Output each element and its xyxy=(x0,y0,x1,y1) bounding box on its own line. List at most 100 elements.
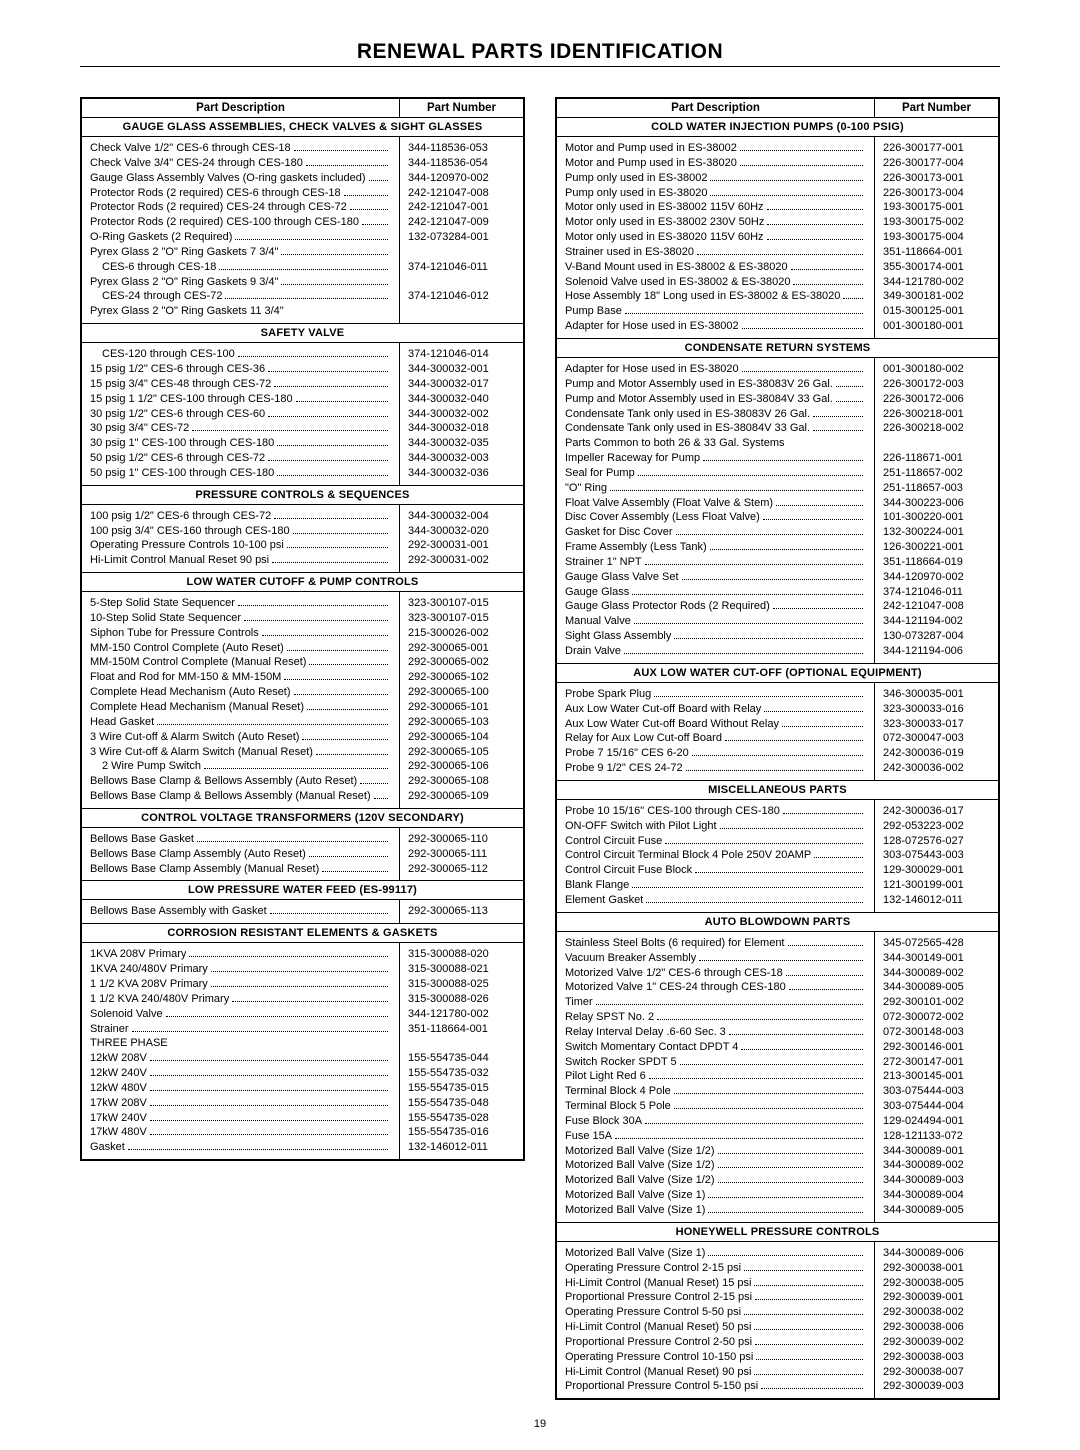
part-desc: Relay SPST No. 2 xyxy=(565,1010,654,1025)
section-title: Miscellaneous Parts xyxy=(556,780,999,799)
leader-dots xyxy=(238,597,388,606)
part-desc: ON-OFF Switch with Pilot Light xyxy=(565,819,717,834)
part-desc: Adapter for Hose used in ES-38020 xyxy=(565,362,739,377)
part-row: Disc Cover Assembly (Less Float Valve) xyxy=(565,510,866,525)
leader-dots xyxy=(665,835,863,844)
pn-block: 345-072565-428344-300149-001344-300089-0… xyxy=(875,931,1000,1222)
part-number: 344-300032-040 xyxy=(408,392,515,407)
part-desc: Motorized Ball Valve (Size 1/2) xyxy=(565,1158,715,1173)
part-row: Solenoid Valve xyxy=(90,1007,391,1022)
part-row: Pyrex Glass 2 "O" Ring Gaskets 7 3/4" xyxy=(90,245,391,260)
part-number: 344-121780-002 xyxy=(883,275,990,290)
part-desc: Pump and Motor Assembly used in ES-38084… xyxy=(565,392,833,407)
part-number: 155-554735-028 xyxy=(408,1111,515,1126)
leader-dots xyxy=(307,701,388,710)
leader-dots xyxy=(281,276,388,285)
leader-dots xyxy=(744,1307,863,1316)
leader-dots xyxy=(708,1247,863,1256)
leader-dots xyxy=(189,949,388,958)
part-desc: Protector Rods (2 required) CES-24 throu… xyxy=(90,200,347,215)
part-row: 1 1/2 KVA 240/480V Primary xyxy=(90,992,391,1007)
part-row: Motorized Ball Valve (Size 1) xyxy=(565,1246,866,1261)
part-number: 226-300172-003 xyxy=(883,377,990,392)
part-desc: Motor only used in ES-38002 230V 50Hz xyxy=(565,215,764,230)
leader-dots xyxy=(625,306,863,315)
part-row: Motorized Ball Valve (Size 1/2) xyxy=(565,1144,866,1159)
pn-block: 346-300035-001323-300033-016323-300033-0… xyxy=(875,682,1000,780)
part-row: CES-6 through CES-18 xyxy=(90,260,391,275)
part-number: 292-300065-105 xyxy=(408,745,515,760)
pn-block: 315-300088-020315-300088-021315-300088-0… xyxy=(400,943,525,1160)
part-row: Stainless Steel Bolts (6 required) for E… xyxy=(565,936,866,951)
part-row: Proportional Pressure Control 2-15 psi xyxy=(565,1290,866,1305)
leader-dots xyxy=(703,452,863,461)
part-number: 251-118657-002 xyxy=(883,466,990,481)
part-row: Switch Momentary Contact DPDT 4 xyxy=(565,1040,866,1055)
part-number: 292-300065-104 xyxy=(408,730,515,745)
leader-dots xyxy=(710,541,863,550)
part-row: 3 Wire Cut-off & Alarm Switch (Auto Rese… xyxy=(90,730,391,745)
leader-dots xyxy=(150,1127,388,1136)
section-title: Safety Valve xyxy=(81,324,524,343)
part-row: 17kW 208V xyxy=(90,1096,391,1111)
part-desc: Terminal Block 4 Pole xyxy=(565,1084,671,1099)
part-row: Relay for Aux Low Cut-off Board xyxy=(565,731,866,746)
leader-dots xyxy=(362,217,388,226)
part-row: Switch Rocker SPDT 5 xyxy=(565,1055,866,1070)
part-number: 001-300180-002 xyxy=(883,362,990,377)
leader-dots xyxy=(697,246,863,255)
part-row: Hose Assembly 18" Long used in ES-38002 … xyxy=(565,289,866,304)
part-row: O-Ring Gaskets (2 Required) xyxy=(90,230,391,245)
part-desc: 3 Wire Cut-off & Alarm Switch (Auto Rese… xyxy=(90,730,299,745)
part-desc: Operating Pressure Control 10-150 psi xyxy=(565,1350,753,1365)
part-desc: Float and Rod for MM-150 & MM-150M xyxy=(90,670,281,685)
leader-dots xyxy=(645,1115,863,1124)
header-desc: Part Description xyxy=(556,98,875,118)
pn-block: 323-300107-015323-300107-015215-300026-0… xyxy=(400,592,525,809)
part-desc: Motorized Ball Valve (Size 1) xyxy=(565,1246,705,1261)
leader-dots xyxy=(277,438,388,447)
part-row: 30 psig 3/4" CES-72 xyxy=(90,421,391,436)
part-desc: Control Circuit Fuse xyxy=(565,834,662,849)
leader-dots xyxy=(150,1067,388,1076)
part-row: 17kW 480V xyxy=(90,1125,391,1140)
leader-dots xyxy=(755,1336,863,1345)
part-desc: Check Valve 3/4" CES-24 through CES-180 xyxy=(90,156,303,171)
leader-dots xyxy=(262,627,388,636)
part-desc: Switch Rocker SPDT 5 xyxy=(565,1055,677,1070)
leader-dots xyxy=(754,1366,863,1375)
part-desc: Aux Low Water Cut-off Board with Relay xyxy=(565,702,761,717)
part-desc: Pump and Motor Assembly used in ES-38083… xyxy=(565,377,833,392)
part-number: 226-300173-001 xyxy=(883,171,990,186)
part-row: Fuse Block 30A xyxy=(565,1114,866,1129)
page-title: RENEWAL PARTS IDENTIFICATION xyxy=(80,40,1000,64)
part-row: Proportional Pressure Control 5-150 psi xyxy=(565,1379,866,1394)
part-number: 072-300047-003 xyxy=(883,731,990,746)
part-number: 344-300089-002 xyxy=(883,966,990,981)
title-underline xyxy=(80,66,1000,67)
part-number: 272-300147-001 xyxy=(883,1055,990,1070)
leader-dots xyxy=(674,630,863,639)
part-number: 374-121046-012 xyxy=(408,289,515,304)
part-number: 344-300032-002 xyxy=(408,407,515,422)
part-number: 132-146012-011 xyxy=(883,893,990,908)
leader-dots xyxy=(754,1277,863,1286)
leader-dots xyxy=(649,1071,863,1080)
part-desc: Proportional Pressure Control 2-50 psi xyxy=(565,1335,752,1350)
part-number: 344-300032-004 xyxy=(408,509,515,524)
leader-dots xyxy=(225,291,388,300)
leader-dots xyxy=(814,850,863,859)
section-title: Condensate Return Systems xyxy=(556,338,999,357)
part-desc: Motor only used in ES-38002 115V 60Hz xyxy=(565,200,764,215)
desc-block: CES-120 through CES-10015 psig 1/2" CES-… xyxy=(81,343,400,486)
part-desc: 15 psig 1 1/2" CES-100 through CES-180 xyxy=(90,392,293,407)
part-number: 242-121047-001 xyxy=(408,200,515,215)
part-row: Complete Head Mechanism (Manual Reset) xyxy=(90,700,391,715)
part-row: Motor and Pump used in ES-38002 xyxy=(565,141,866,156)
part-number: 292-300039-003 xyxy=(883,1379,990,1394)
part-row: CES-24 through CES-72 xyxy=(90,289,391,304)
part-number: 226-300172-006 xyxy=(883,392,990,407)
part-number: 315-300088-025 xyxy=(408,977,515,992)
part-number: 303-075444-004 xyxy=(883,1099,990,1114)
part-desc: Gauge Glass Protector Rods (2 Required) xyxy=(565,599,770,614)
